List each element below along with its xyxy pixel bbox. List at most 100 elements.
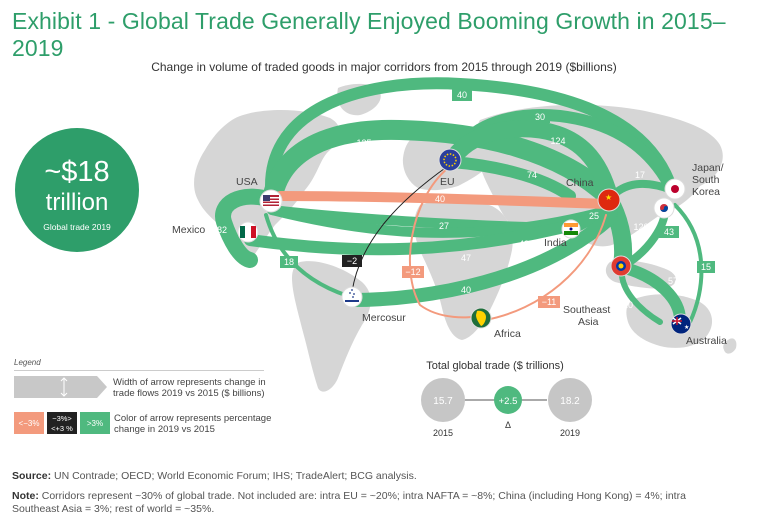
continent-south-america [292,261,371,392]
flag-mexico [237,221,259,243]
svg-text:40: 40 [457,90,467,100]
flow-label-135: 135 [356,138,371,148]
flow-label-47: 47 [461,253,471,263]
continent-new-zealand [723,338,737,354]
flow-eu-africa-12 [409,167,479,319]
flow-label-40-red: 40 [435,194,445,204]
region-labels: USA EU China Japan/ South Korea Mexico I… [172,162,727,347]
svg-text:74: 74 [527,170,537,180]
flow-label-18: 18 [280,256,298,268]
legend-neg-label: <−3% [19,419,40,428]
bubble-value: ~$18 [44,156,109,188]
source-line: Source: UN Contrade; OECD; World Economi… [12,470,417,482]
legend-color-text: Color of arrow represents percentage cha… [114,413,272,435]
legend-title: Legend [14,358,41,367]
legend-mid-label-2: <+3 % [51,424,73,433]
svg-text:135: 135 [356,138,371,148]
total-delta-label: Δ [505,420,511,430]
flow-label-27: 27 [439,221,449,231]
flow-mercosur-china-40 [345,211,617,307]
svg-text:42: 42 [519,239,529,249]
flow-label-minus-11: −11 [538,296,560,308]
flow-label-43: 43 [659,226,679,238]
flow-label-74: 74 [527,170,537,180]
svg-text:17: 17 [635,170,645,180]
flow-usa-japan-top [265,77,678,206]
total-delta-value: +2.5 [499,396,518,407]
total-2019-value: 18.2 [560,396,580,407]
flow-label-40-top: 40 [452,89,472,101]
svg-text:15: 15 [701,262,711,272]
note-block: Note: Corridors represent ~30% of global… [12,490,686,515]
legend-mid-label-1: −3%> [52,414,72,423]
flow-usa-mexico-82 [215,188,280,268]
region-label-eu: EU [440,176,455,188]
svg-text:18: 18 [284,257,294,267]
region-label-japan-1: Japan/ [692,162,724,174]
flow-eu-china-124 [443,120,619,207]
legend-mid-swatch [47,412,77,434]
flow-usa-china-red-40 [275,191,611,209]
svg-text:−11: −11 [542,297,557,307]
flow-eu-china-74 [446,156,576,202]
flow-label-120: 120 [633,222,648,232]
legend-width-arrow [14,376,107,398]
region-label-australia: Australia [686,335,727,347]
bubble-caption: Global trade 2019 [43,222,111,232]
legend-width-text: Width of arrow represents change in trad… [113,377,266,399]
region-label-japan-2: South [692,174,720,186]
svg-text:82: 82 [217,225,227,235]
flag-mercosur [341,286,363,308]
flag-australia: ★ [670,313,692,335]
svg-text:−2: −2 [347,256,357,266]
total-delta-circle [494,386,522,414]
flow-label-82: 82 [217,225,227,235]
flag-china: ★ [597,188,621,212]
flag-eu [438,148,462,172]
region-label-usa: USA [236,176,258,188]
continent-australia [626,294,713,348]
global-trade-bubble: ~$18 trillion Global trade 2019 [15,128,139,252]
total-2019-label: 2019 [560,428,580,438]
flow-labels: 40 30 135 124 74 17 40 25 120 43 82 27 4… [217,89,715,310]
svg-text:57: 57 [668,276,678,286]
region-label-africa: Africa [494,328,521,340]
region-label-china: China [566,177,594,189]
flag-india [561,219,581,239]
total-2015-circle [421,378,465,422]
total-2019-circle [548,378,592,422]
flow-label-minus-2: −2 [342,255,362,267]
flow-africa-china-11 [484,214,607,321]
flow-eu-mercosur-black [351,165,449,293]
total-trade-chart: Total global trade ($ trillions) 15.7 +2… [421,360,592,438]
page-title: Exhibit 1 - Global Trade Generally Enjoy… [12,8,726,61]
region-label-mexico: Mexico [172,224,205,236]
flow-label-42: 42 [519,239,529,249]
flow-mexico-china-47 [244,208,618,256]
flow-usa-china-42 [267,205,615,238]
flag-usa [259,189,283,213]
flow-label-17: 17 [635,170,645,180]
svg-text:124: 124 [550,136,565,146]
region-label-se-asia-2: Asia [578,316,599,328]
legend-graphics: <−3% −3%> <+3 % >3% [14,376,110,434]
svg-text:25: 25 [589,211,599,221]
flag-se-asia [610,255,632,277]
flag-africa [470,307,492,329]
legend-neg-swatch [14,412,44,434]
region-label-se-asia-1: Southeast [563,304,610,316]
flow-label-10: 10 [623,300,633,310]
flow-label-30: 30 [530,111,550,123]
svg-text:27: 27 [439,221,449,231]
svg-text:40: 40 [435,194,445,204]
chart-subtitle: Change in volume of traded goods in majo… [151,60,617,74]
flows-red [275,167,611,321]
flow-label-40-bottom: 40 [461,285,471,295]
flows-green [215,77,704,326]
svg-text:30: 30 [535,112,545,122]
svg-text:−12: −12 [405,267,420,277]
svg-text:★: ★ [684,324,689,331]
legend-pos-label: >3% [87,419,103,428]
bubble-unit: trillion [46,189,109,216]
